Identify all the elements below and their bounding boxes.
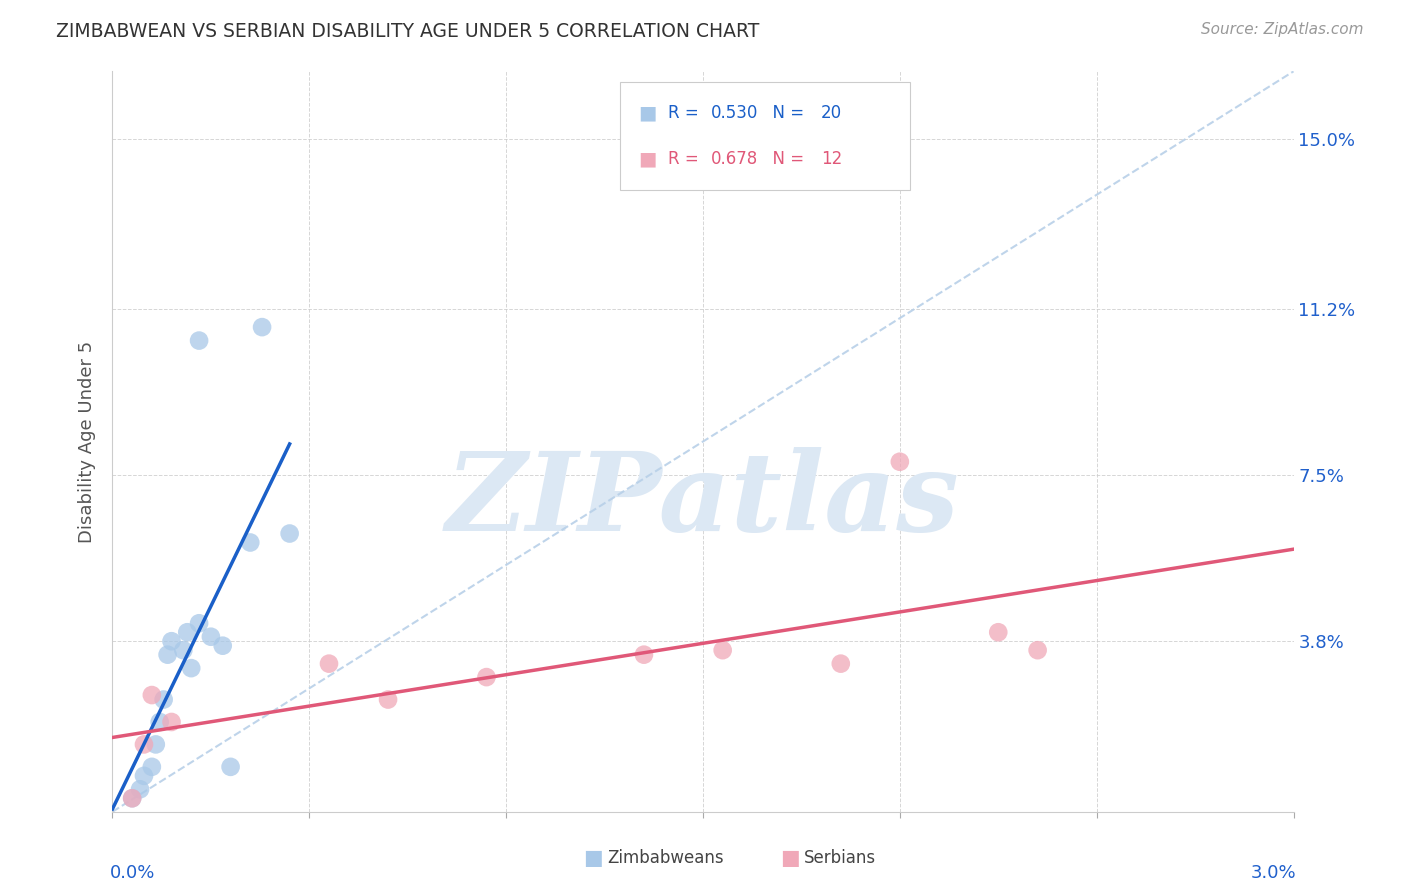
Point — [211, 639, 233, 653]
Text: 20: 20 — [821, 104, 842, 122]
Point — [200, 630, 222, 644]
Point — [318, 657, 340, 671]
Text: Serbians: Serbians — [804, 849, 876, 867]
Text: 0.530: 0.530 — [711, 104, 759, 122]
Text: ■: ■ — [638, 150, 657, 169]
Text: Zimbabweans: Zimbabweans — [607, 849, 724, 867]
Point — [987, 625, 1010, 640]
Point — [889, 455, 911, 469]
Point — [145, 738, 167, 752]
Point — [141, 688, 163, 702]
FancyBboxPatch shape — [620, 82, 910, 190]
Y-axis label: Disability Age Under 5: Disability Age Under 5 — [77, 341, 96, 542]
Text: 0.678: 0.678 — [711, 150, 758, 168]
Text: ■: ■ — [583, 848, 603, 868]
Text: R =: R = — [668, 150, 703, 168]
Text: ZIPatlas: ZIPatlas — [446, 447, 960, 555]
Text: 3.0%: 3.0% — [1250, 863, 1296, 881]
Point — [278, 526, 301, 541]
Text: ZIMBABWEAN VS SERBIAN DISABILITY AGE UNDER 5 CORRELATION CHART: ZIMBABWEAN VS SERBIAN DISABILITY AGE UND… — [56, 22, 759, 41]
Point — [121, 791, 143, 805]
Point — [160, 714, 183, 729]
Point — [475, 670, 498, 684]
Text: Source: ZipAtlas.com: Source: ZipAtlas.com — [1201, 22, 1364, 37]
Point — [132, 769, 155, 783]
Point — [188, 616, 211, 631]
Point — [250, 320, 273, 334]
Point — [239, 535, 262, 549]
Point — [149, 714, 172, 729]
Point — [172, 643, 194, 657]
Point — [160, 634, 183, 648]
Point — [180, 661, 202, 675]
Point — [633, 648, 655, 662]
Text: 0.0%: 0.0% — [110, 863, 156, 881]
Text: 12: 12 — [821, 150, 842, 168]
Text: N =: N = — [762, 150, 810, 168]
Point — [121, 791, 143, 805]
Text: ■: ■ — [780, 848, 800, 868]
Point — [377, 692, 399, 706]
Text: R =: R = — [668, 104, 703, 122]
Text: ■: ■ — [638, 103, 657, 123]
Point — [141, 760, 163, 774]
Point — [156, 648, 179, 662]
Point — [176, 625, 198, 640]
Point — [830, 657, 852, 671]
Point — [219, 760, 242, 774]
Point — [1026, 643, 1049, 657]
Point — [188, 334, 211, 348]
Point — [132, 738, 155, 752]
Text: N =: N = — [762, 104, 810, 122]
Point — [711, 643, 734, 657]
Point — [152, 692, 174, 706]
Point — [129, 782, 152, 797]
